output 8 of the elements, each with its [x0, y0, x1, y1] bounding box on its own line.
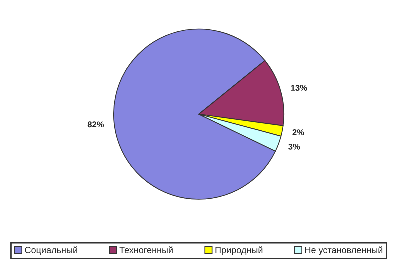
legend-label: Социальный [25, 246, 78, 256]
legend-label: Не установленный [305, 246, 383, 256]
data-label: 82% [88, 122, 104, 128]
data-label: 2% [292, 130, 304, 136]
legend-label: Техногенный [120, 246, 173, 254]
data-label: 13% [291, 85, 308, 91]
legend-label: Природный [216, 246, 263, 256]
data-label: 3% [288, 144, 300, 150]
